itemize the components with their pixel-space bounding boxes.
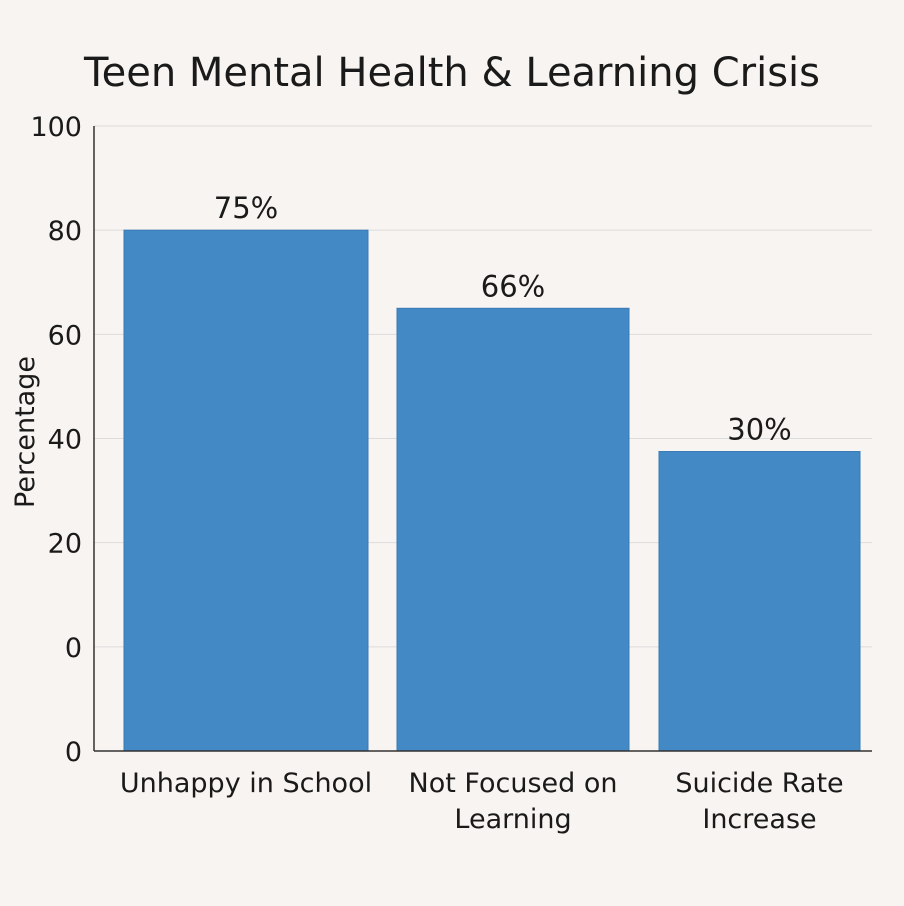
y-tick-label: 0 <box>65 633 82 664</box>
x-tick-label: Learning <box>454 804 571 835</box>
data-label: 66% <box>481 269 545 303</box>
bar <box>396 307 630 752</box>
bar <box>123 229 369 752</box>
x-tick-label: Unhappy in School <box>120 768 372 799</box>
data-label: 75% <box>214 191 278 225</box>
y-tick-label: 80 <box>48 216 82 247</box>
y-tick-label: 40 <box>48 425 82 456</box>
x-tick-label: Not Focused on <box>409 768 618 799</box>
x-tick-label: Suicide Rate <box>675 768 843 799</box>
y-tick-label: 0 <box>65 737 82 768</box>
bar <box>658 451 861 752</box>
y-tick-label: 20 <box>48 529 82 560</box>
data-label: 30% <box>727 413 791 447</box>
y-tick-label: 100 <box>30 112 82 143</box>
chart-title: Teen Mental Health & Learning Crisis <box>83 50 821 96</box>
x-tick-label: Increase <box>702 804 816 835</box>
y-axis-label: Percentage <box>10 356 41 508</box>
y-tick-label: 60 <box>48 320 82 351</box>
